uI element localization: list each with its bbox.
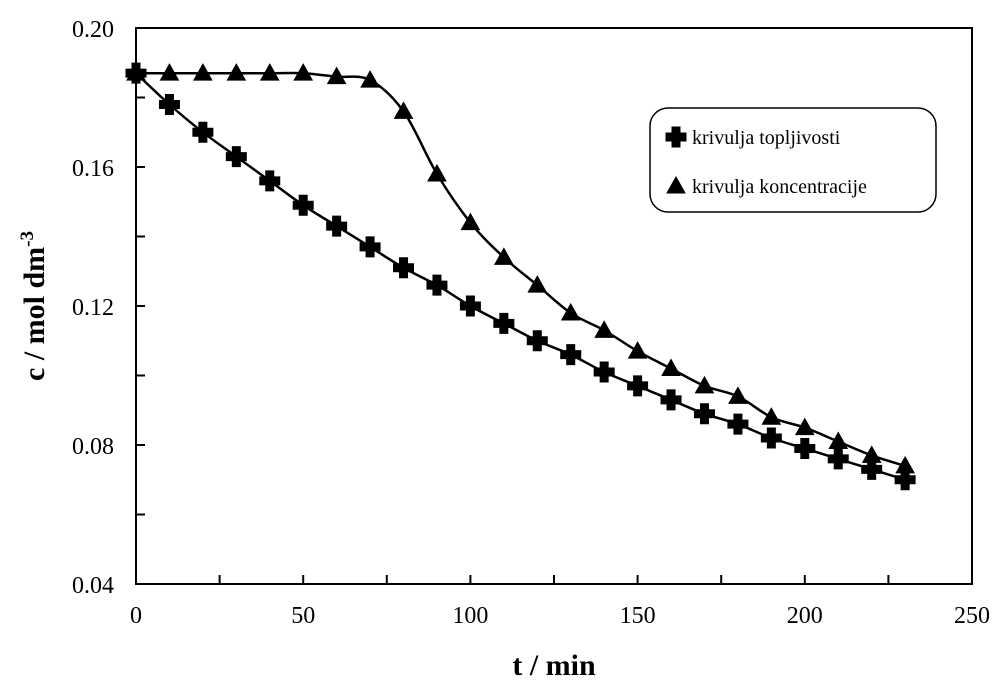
legend-plus-marker — [665, 126, 687, 148]
data-point-plus — [794, 437, 816, 459]
series-concentration — [126, 63, 915, 474]
data-point-triangle — [627, 341, 648, 359]
data-point-plus — [326, 215, 348, 237]
data-point-plus — [526, 330, 548, 352]
x-tick-label: 250 — [954, 603, 990, 629]
legend-box — [649, 107, 937, 213]
legend-marker-triangle — [666, 175, 686, 194]
legend-label-solubility: krivulja topljivosti — [692, 127, 841, 149]
data-point-plus — [727, 413, 749, 435]
x-tick-label: 0 — [130, 603, 142, 629]
data-point-plus — [560, 344, 582, 366]
data-point-triangle — [259, 63, 280, 81]
data-point-plus — [359, 236, 381, 258]
series-solubility — [125, 62, 916, 491]
data-point-triangle — [159, 63, 180, 81]
data-point-plus — [861, 458, 883, 480]
data-point-triangle — [460, 212, 481, 231]
x-tick-label: 100 — [452, 603, 488, 629]
y-axis-title-main: c / mol dm — [18, 247, 51, 381]
data-point-plus — [459, 295, 481, 317]
data-point-triangle — [895, 455, 915, 474]
data-point-triangle — [527, 275, 548, 293]
data-point-triangle — [126, 63, 146, 81]
data-point-plus — [894, 469, 916, 491]
x-tick-label: 150 — [620, 603, 656, 629]
data-point-plus — [259, 170, 281, 192]
x-tick-label: 50 — [291, 603, 315, 629]
legend-marker-plus — [665, 126, 687, 148]
data-point-triangle — [226, 63, 247, 81]
data-point-triangle — [761, 407, 782, 425]
data-point-triangle — [794, 417, 815, 436]
y-axis-title-superscript: -3 — [17, 231, 38, 247]
legend-item-solubility: krivulja topljivosti — [665, 126, 841, 149]
y-tick-label: 0.20 — [72, 17, 114, 43]
data-point-triangle — [560, 302, 581, 321]
data-point-triangle — [694, 375, 715, 394]
data-point-plus — [693, 403, 715, 425]
data-point-plus — [393, 257, 415, 279]
data-point-plus — [627, 375, 649, 397]
data-point-plus — [660, 389, 682, 411]
legend-item-concentration: krivulja koncentracije — [666, 175, 867, 198]
x-axis-ticks: 0 50 100 150 200 250 — [130, 575, 990, 629]
data-point-plus — [292, 194, 314, 216]
data-point-triangle — [493, 247, 514, 265]
data-point-triangle — [661, 358, 681, 377]
data-point-triangle — [360, 70, 380, 88]
data-point-triangle — [728, 386, 748, 404]
data-point-triangle — [828, 431, 849, 450]
data-point-triangle — [427, 163, 447, 182]
y-axis-title: c / mol dm-3 — [17, 231, 51, 381]
y-tick-label: 0.04 — [72, 573, 114, 599]
data-point-plus — [426, 274, 448, 296]
y-axis-ticks: 0.04 0.08 0.12 0.16 0.20 — [72, 17, 145, 599]
data-point-triangle — [393, 101, 414, 119]
data-point-triangle — [594, 320, 615, 338]
data-point-triangle — [326, 66, 347, 85]
data-point-plus — [760, 427, 782, 449]
data-point-triangle — [193, 63, 213, 81]
data-point-triangle — [861, 445, 882, 463]
data-point-plus — [493, 312, 515, 334]
data-point-plus — [827, 448, 849, 470]
legend-triangle-marker — [666, 175, 686, 194]
data-point-plus — [158, 93, 180, 115]
legend-label-concentration: krivulja koncentracije — [692, 176, 867, 198]
data-point-plus — [192, 121, 214, 143]
legend: krivulja topljivosti krivulja koncentrac… — [649, 107, 937, 213]
series-layer — [125, 62, 916, 491]
x-axis-title: t / min — [512, 649, 596, 682]
data-point-plus — [225, 146, 247, 168]
data-point-triangle — [293, 63, 314, 81]
data-point-plus — [593, 361, 615, 383]
x-tick-label: 200 — [787, 603, 823, 629]
y-tick-label: 0.12 — [72, 295, 114, 321]
y-tick-label: 0.08 — [72, 434, 114, 460]
y-tick-label: 0.16 — [72, 156, 114, 182]
